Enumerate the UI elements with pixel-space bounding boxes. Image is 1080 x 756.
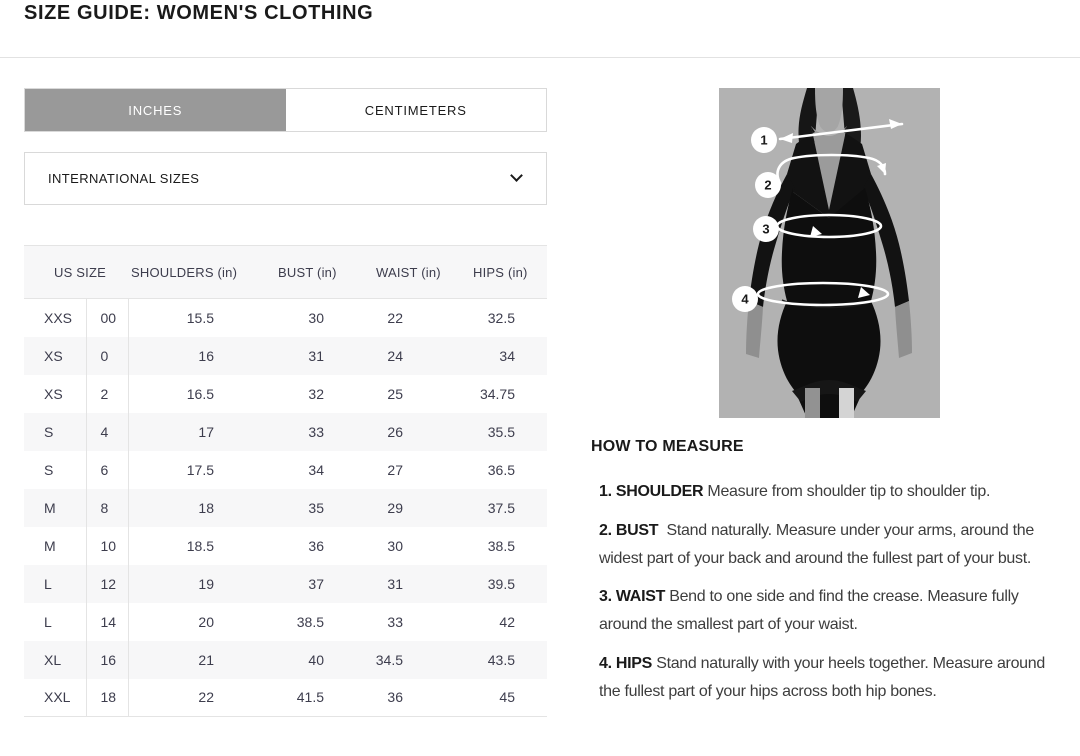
svg-text:1: 1 xyxy=(760,133,767,148)
svg-text:2: 2 xyxy=(764,178,771,193)
svg-text:3: 3 xyxy=(762,222,769,237)
svg-text:4: 4 xyxy=(741,292,749,307)
